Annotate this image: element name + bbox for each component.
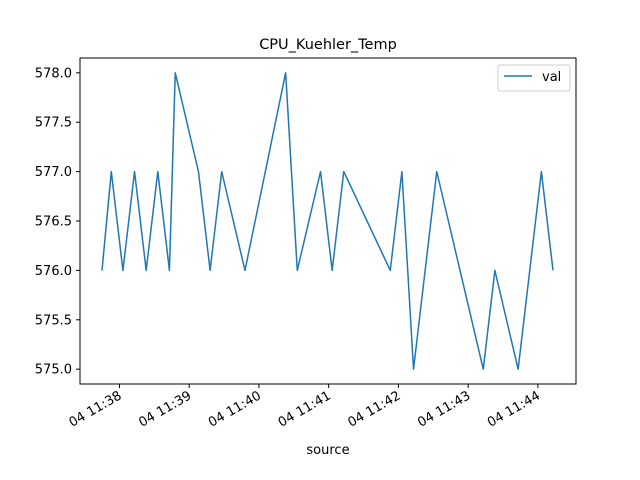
- y-tick-label: 576.0: [35, 264, 72, 279]
- x-tick-label: 04 11:42: [346, 388, 404, 430]
- x-tick-label: 04 11:43: [415, 388, 473, 430]
- plot-area: 575.0 575.5 576.0 576.5 577.0 577.5 578.0 04 11…: [35, 57, 577, 431]
- axes-frame: [79, 57, 577, 385]
- y-tick-label: 575.0: [35, 363, 72, 378]
- x-tick-label: 04 11:40: [206, 388, 264, 430]
- x-tick-label: 04 11:38: [67, 388, 125, 430]
- x-axis-label: source: [306, 443, 349, 458]
- legend-label-val: val: [542, 70, 561, 85]
- x-tick-label: 04 11:44: [485, 388, 543, 430]
- y-tick-label: 578.0: [35, 66, 72, 81]
- series-line-val: [101, 72, 554, 370]
- legend: val: [497, 64, 571, 92]
- y-tick-label: 576.5: [35, 215, 72, 230]
- chart-title: CPU_Kuehler_Temp: [259, 37, 397, 53]
- y-tick-label: 575.5: [35, 313, 72, 328]
- y-tick-label: 577.5: [35, 116, 72, 131]
- y-tick-label: 577.0: [35, 165, 72, 180]
- x-tick-label: 04 11:39: [136, 388, 194, 430]
- legend-box: [497, 64, 571, 92]
- x-tick-label: 04 11:41: [276, 388, 334, 430]
